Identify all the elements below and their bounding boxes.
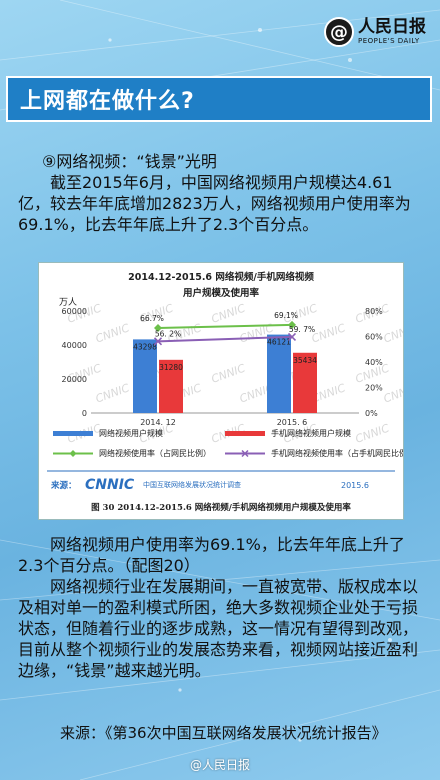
bar-data-label: 35434	[293, 356, 317, 365]
bar-data-label: 43298	[133, 342, 157, 351]
y-tick-label: 0	[82, 409, 87, 418]
legend-label: 手机网络视频使用率（占手机网民比例）	[271, 448, 403, 458]
legend-label: 网络视频用户规模	[99, 428, 163, 438]
paragraph-industry: 网络视频行业在发展期间，一直被宽带、版权成本以及相对单一的盈利模式所困，绝大多数…	[18, 577, 419, 680]
line-point	[153, 337, 163, 346]
y2-tick-label: 60%	[365, 333, 383, 342]
bar	[159, 359, 183, 413]
legend-marker	[241, 449, 249, 458]
y-tick-label: 60000	[62, 307, 87, 316]
title-banner: 上网都在做什么?	[6, 76, 432, 122]
y-tick-label: 40000	[62, 341, 87, 350]
chart-figure: CNNIC CNNIC CNNIC CNNIC CNNIC CNNIC CNNIC CNNIC…	[38, 262, 404, 520]
bar-data-label: 46121	[267, 338, 291, 347]
at-sign-icon: @	[324, 17, 354, 47]
page-title: 上网都在做什么?	[20, 89, 195, 114]
brand-name: 人民日报	[358, 17, 426, 37]
source-org-name: 中国互联网络发展状况统计调查	[143, 480, 241, 489]
bar	[267, 334, 291, 413]
line-point	[287, 332, 297, 341]
series-line	[157, 335, 293, 343]
line-data-label: 59. 7%	[289, 325, 315, 334]
brand-name-english: PEOPLE'S DAILY	[358, 37, 420, 45]
legend-label: 网络视频使用率（占网民比例）	[99, 448, 211, 458]
chart-title: 2014.12-2015.6 网络视频/手机网络视频	[128, 271, 314, 283]
x-tick-label: 2015. 6	[277, 418, 308, 427]
x-tick-label: 2014. 12	[140, 418, 176, 427]
source-org-logo: CNNIC	[85, 477, 135, 493]
legend-swatch	[225, 431, 265, 436]
line-data-label: 66.7%	[140, 314, 164, 323]
line-point	[288, 320, 296, 329]
y-axis-label: 万人	[59, 297, 77, 308]
section-heading: ⑨网络视频：“钱景”光明	[42, 152, 217, 171]
y2-tick-label: 20%	[365, 384, 383, 393]
chart-subtitle: 用户规模及使用率	[182, 287, 260, 299]
y-tick-label: 20000	[62, 375, 87, 384]
source-date: 2015.6	[341, 481, 369, 490]
series-line	[157, 323, 293, 329]
y2-tick-label: 40%	[365, 358, 383, 367]
y2-tick-label: 0%	[365, 409, 378, 418]
paragraph-usage-rate: 网络视频用户使用率为69.1%，比去年年底上升了2.3个百分点。（配图20）	[18, 535, 405, 575]
bar-data-label: 31280	[159, 363, 183, 372]
figure-caption: 图 30 2014.12-2015.6 网络视频/手机网络视频用户规模及使用率	[91, 503, 351, 513]
source-citation: 来源：《第36次中国互联网络发展状况统计报告》	[60, 724, 387, 742]
line-data-label: 56. 2%	[155, 329, 181, 338]
bar	[293, 352, 317, 413]
paragraph-intro: 截至2015年6月，中国网络视频用户规模达4.61亿，较去年年底增加2823万人…	[18, 173, 411, 234]
source-label: 来源：	[50, 480, 77, 491]
y2-tick-label: 80%	[365, 307, 383, 316]
brand-logo: @ 人民日报 PEOPLE'S DAILY	[324, 12, 426, 52]
bar	[133, 339, 157, 413]
line-point	[154, 323, 162, 332]
footer-brand: @人民日报	[189, 758, 250, 772]
line-data-label: 69.1%	[274, 311, 298, 320]
legend-swatch	[53, 431, 93, 436]
legend-marker	[69, 450, 77, 457]
legend-label: 手机网络视频用户规模	[271, 428, 351, 438]
